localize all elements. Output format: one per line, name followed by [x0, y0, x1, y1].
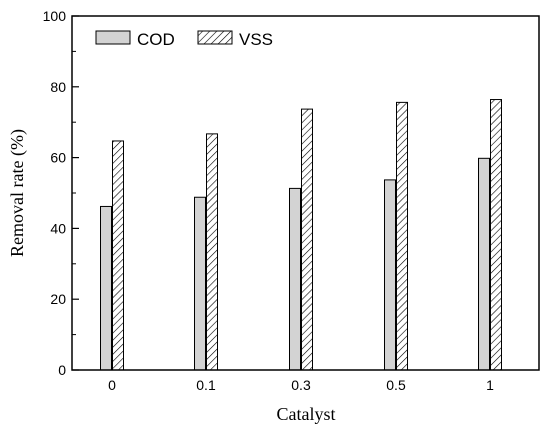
y-axis-title: Removal rate (%) — [7, 129, 28, 257]
bar-vss-0.1 — [206, 133, 218, 371]
x-axis-title: Catalyst — [277, 404, 336, 424]
x-tick-label-0: 0 — [108, 377, 116, 393]
y-tick-label-60: 60 — [50, 150, 66, 166]
y-tick-label-100: 100 — [43, 8, 67, 24]
y-tick-label-80: 80 — [50, 79, 66, 95]
x-tick-label-0.5: 0.5 — [386, 377, 406, 393]
y-tick-label-40: 40 — [50, 220, 66, 236]
bar-cod-0.1 — [194, 196, 206, 371]
bar-vss-0 — [112, 140, 124, 371]
x-tick-label-1: 1 — [486, 377, 494, 393]
legend-swatch-cod — [95, 30, 131, 45]
legend-label-cod: COD — [137, 30, 175, 49]
bar-cod-0 — [100, 205, 112, 371]
bar-cod-0.5 — [384, 179, 396, 371]
bar-cod-0.3 — [289, 187, 301, 371]
legend-swatch-vss — [197, 30, 233, 45]
y-axis: 0 20 40 60 80 100 — [43, 8, 79, 378]
legend-label-vss: VSS — [239, 30, 273, 49]
x-tick-label-0.1: 0.1 — [196, 377, 216, 393]
x-tick-label-0.3: 0.3 — [291, 377, 311, 393]
legend: COD VSS — [95, 30, 273, 49]
y-tick-label-20: 20 — [50, 291, 66, 307]
bars-layer — [100, 99, 502, 371]
bar-cod-1 — [478, 157, 490, 371]
bar-vss-1 — [490, 99, 502, 371]
bar-vss-0.5 — [396, 101, 408, 371]
x-axis: 0 0.1 0.3 0.5 1 — [108, 363, 494, 393]
bar-vss-0.3 — [301, 108, 313, 371]
y-tick-label-0: 0 — [58, 362, 66, 378]
